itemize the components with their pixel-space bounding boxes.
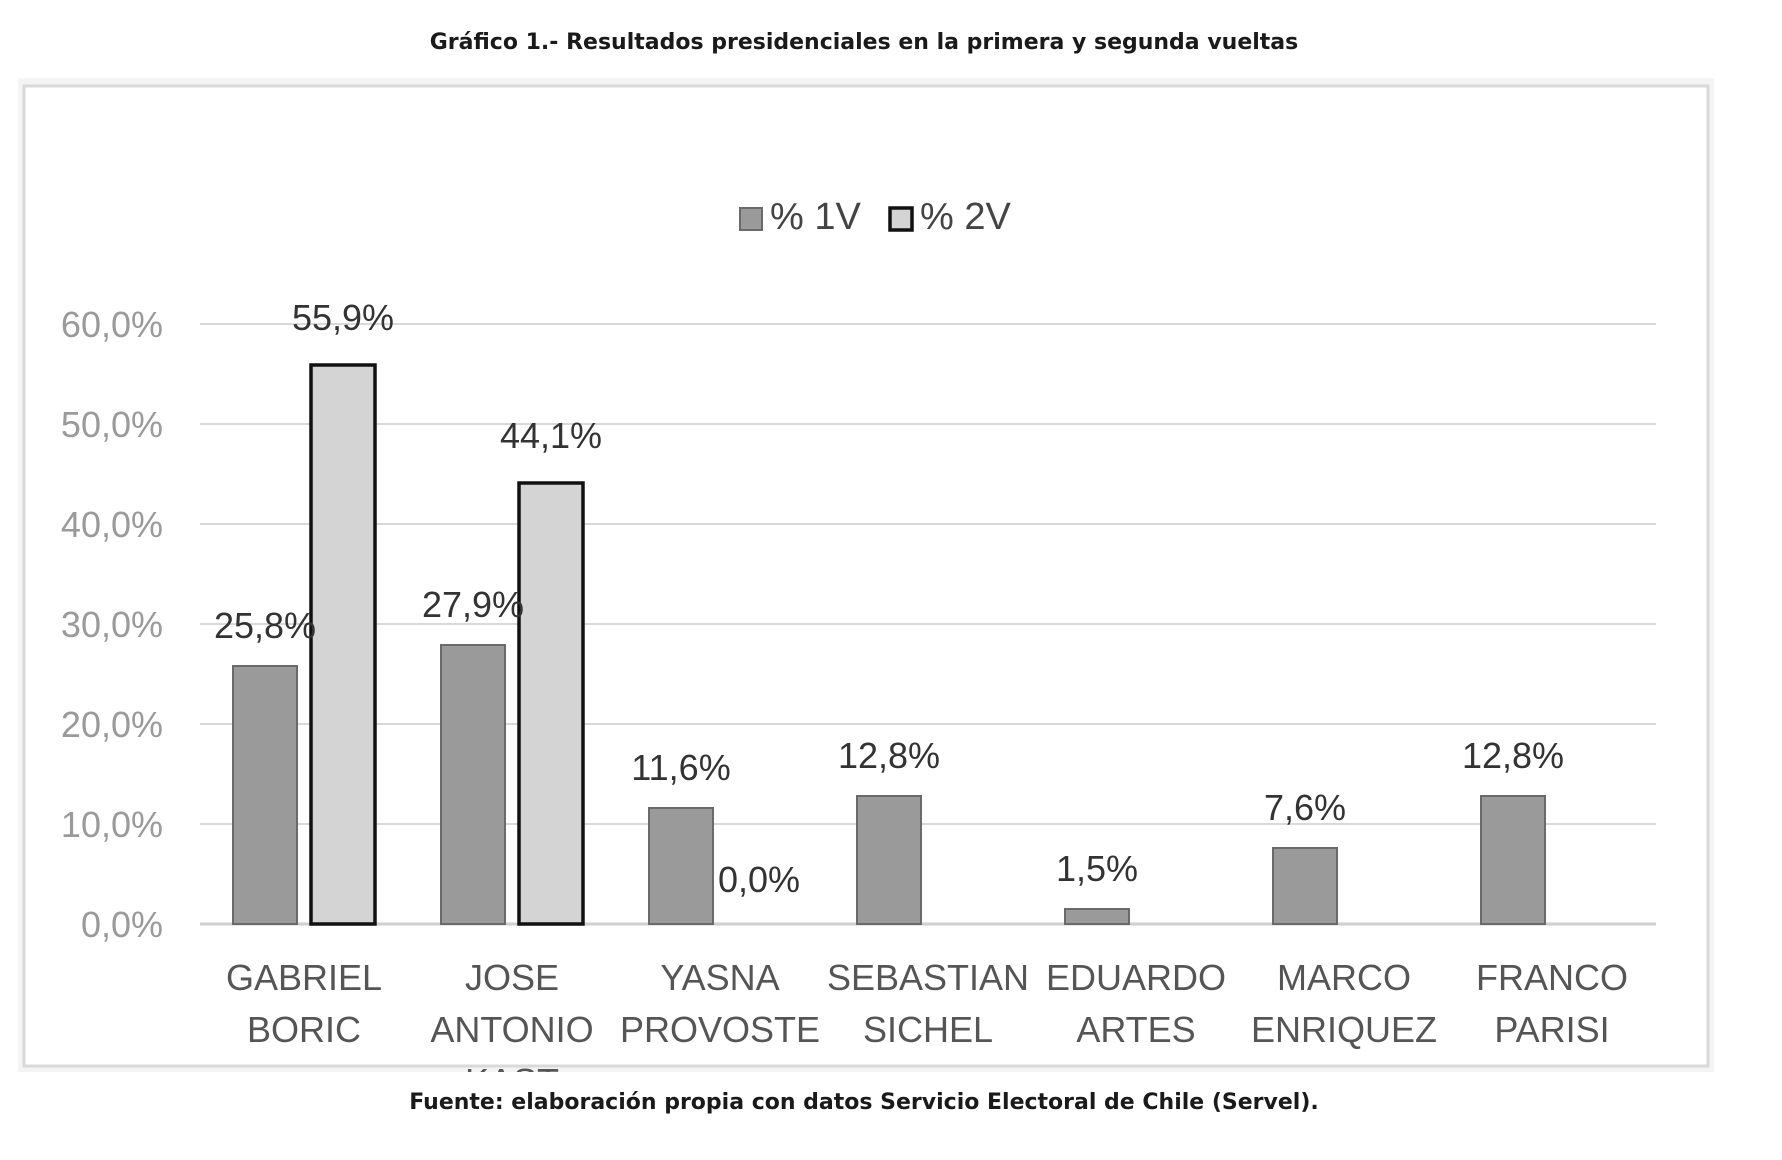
bar-chart: 0,0% 10,0% 20,0% 30,0% 40,0% 50,0% 60,0% 25,8%… bbox=[22, 84, 1710, 1072]
category-label-line: YASNA bbox=[660, 957, 779, 998]
category-label-line: JOSE bbox=[465, 957, 559, 998]
bar-1v bbox=[440, 644, 506, 925]
legend-label: % 1V bbox=[770, 196, 861, 238]
bar-1v bbox=[1272, 847, 1338, 925]
source-note: Fuente: elaboración propia con datos Ser… bbox=[409, 1090, 1319, 1115]
y-tick-label: 30,0% bbox=[61, 604, 163, 645]
chart-container: 0,0% 10,0% 20,0% 30,0% 40,0% 50,0% 60,0% 25,8%… bbox=[18, 78, 1714, 1072]
category-label: SEBASTIAN SICHEL bbox=[827, 957, 1029, 1050]
y-tick-label: 50,0% bbox=[61, 404, 163, 445]
y-tick-label: 0,0% bbox=[81, 904, 163, 945]
category-label-line: ARTES bbox=[1076, 1009, 1195, 1050]
bar-2v bbox=[309, 363, 377, 926]
category-label-line: ANTONIO bbox=[430, 1009, 593, 1050]
category-label-line: GABRIEL bbox=[226, 957, 382, 998]
category-label-line: BORIC bbox=[247, 1009, 361, 1050]
data-label-1v: 7,6% bbox=[1264, 787, 1346, 828]
data-label-1v: 12,8% bbox=[1462, 735, 1564, 776]
category-label: YASNA PROVOSTE bbox=[620, 957, 820, 1050]
category-label: GABRIEL BORIC bbox=[226, 957, 382, 1050]
bar-2v bbox=[517, 481, 585, 926]
y-tick-label: 40,0% bbox=[61, 504, 163, 545]
category-label: EDUARDO ARTES bbox=[1046, 957, 1226, 1050]
data-label-2v: 55,9% bbox=[292, 297, 394, 338]
bar-1v bbox=[232, 665, 298, 925]
category-label-line: PARISI bbox=[1494, 1009, 1609, 1050]
data-label-2v: 0,0% bbox=[718, 859, 800, 900]
category-label-line: SICHEL bbox=[863, 1009, 993, 1050]
category-label-line: FRANCO bbox=[1476, 957, 1628, 998]
category-label-line: MARCO bbox=[1277, 957, 1411, 998]
data-label-2v: 44,1% bbox=[500, 415, 602, 456]
y-tick-label: 10,0% bbox=[61, 804, 163, 845]
data-label-1v: 1,5% bbox=[1056, 848, 1138, 889]
legend-label: % 2V bbox=[920, 196, 1011, 238]
y-tick-label: 20,0% bbox=[61, 704, 163, 745]
category-label-line: EDUARDO bbox=[1046, 957, 1226, 998]
category-label: FRANCO PARISI bbox=[1476, 957, 1628, 1050]
category-label-line: ENRIQUEZ bbox=[1251, 1009, 1437, 1050]
category-label-line: PROVOSTE bbox=[620, 1009, 820, 1050]
data-label-1v: 25,8% bbox=[214, 605, 316, 646]
bar-1v bbox=[1064, 908, 1130, 925]
data-label-1v: 12,8% bbox=[838, 735, 940, 776]
bar-1v bbox=[1480, 795, 1546, 925]
category-label: MARCO ENRIQUEZ bbox=[1251, 957, 1437, 1050]
bar-1v bbox=[648, 807, 714, 925]
legend-swatch bbox=[739, 207, 763, 231]
bar-1v bbox=[856, 795, 922, 925]
category-label: JOSE ANTONIO KAST bbox=[430, 957, 593, 1072]
y-tick-label: 60,0% bbox=[61, 304, 163, 345]
data-label-1v: 11,6% bbox=[631, 747, 730, 788]
category-label-line: SEBASTIAN bbox=[827, 957, 1029, 998]
category-label-line: KAST bbox=[465, 1061, 559, 1072]
data-label-1v: 27,9% bbox=[422, 584, 524, 625]
page-title: Gráfico 1.- Resultados presidenciales en… bbox=[429, 30, 1299, 55]
legend-swatch bbox=[888, 206, 914, 232]
